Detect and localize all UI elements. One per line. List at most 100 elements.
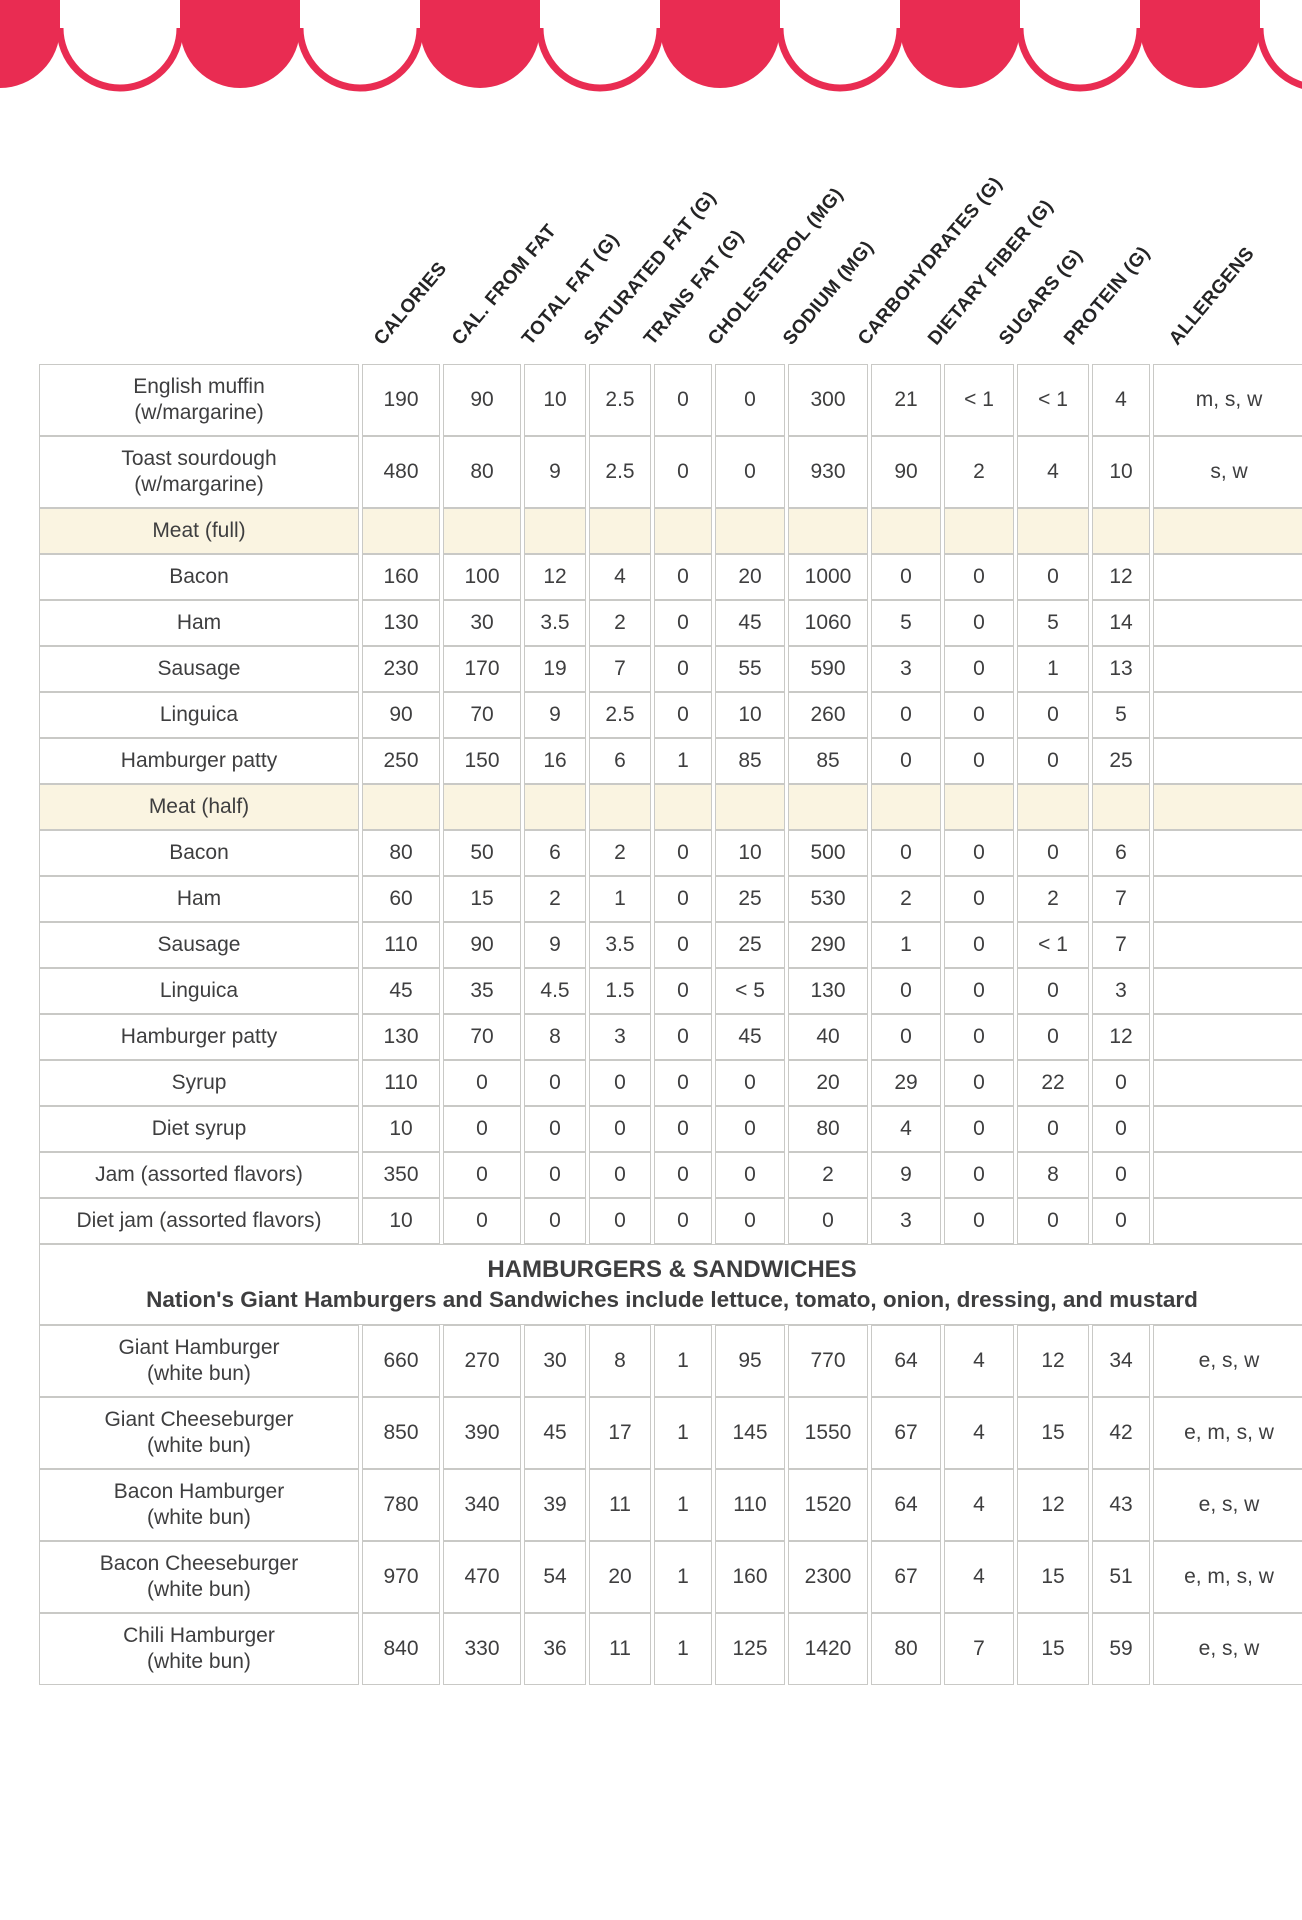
item-name-cell: Giant Cheeseburger (white bun) bbox=[39, 1397, 359, 1469]
awning-scallop-red bbox=[0, 0, 60, 88]
value-cell: 2 bbox=[944, 436, 1014, 508]
value-cell: 0 bbox=[654, 646, 712, 692]
value-cell: 0 bbox=[654, 554, 712, 600]
value-cell bbox=[443, 508, 521, 554]
value-cell bbox=[589, 784, 651, 830]
value-cell: < 1 bbox=[1017, 922, 1089, 968]
allergens-cell bbox=[1153, 1014, 1302, 1060]
value-cell: 1 bbox=[654, 1325, 712, 1397]
value-cell: 67 bbox=[871, 1397, 941, 1469]
allergens-cell bbox=[1153, 554, 1302, 600]
value-cell: 0 bbox=[654, 1198, 712, 1244]
allergens-cell: s, w bbox=[1153, 436, 1302, 508]
item-name-cell: Toast sourdough (w/margarine) bbox=[39, 436, 359, 508]
value-cell: 8 bbox=[524, 1014, 586, 1060]
item-name-line2: (white bun) bbox=[147, 1362, 251, 1385]
value-cell: 3 bbox=[1092, 968, 1150, 1014]
value-cell: 0 bbox=[1017, 830, 1089, 876]
value-cell: 1.5 bbox=[589, 968, 651, 1014]
value-cell: 290 bbox=[788, 922, 868, 968]
table-row: Linguica 45 35 4.5 1.5 0 < 5 130 0 0 0 3 bbox=[39, 968, 1302, 1014]
value-cell: 45 bbox=[715, 1014, 785, 1060]
value-cell: 30 bbox=[443, 600, 521, 646]
value-cell: 2 bbox=[1017, 876, 1089, 922]
column-header-carbohydrates-g: CARBOHYDRATES (G) bbox=[854, 173, 1007, 350]
value-cell: 16 bbox=[524, 738, 586, 784]
value-cell: 14 bbox=[1092, 600, 1150, 646]
value-cell: 90 bbox=[871, 436, 941, 508]
value-cell: 0 bbox=[443, 1152, 521, 1198]
value-cell: 7 bbox=[589, 646, 651, 692]
table-row: Sausage 230 170 19 7 0 55 590 3 0 1 13 bbox=[39, 646, 1302, 692]
table-row: Hamburger patty 130 70 8 3 0 45 40 0 0 0 12 bbox=[39, 1014, 1302, 1060]
section-label-cell: Meat (full) bbox=[39, 508, 359, 554]
value-cell: 6 bbox=[1092, 830, 1150, 876]
value-cell: 80 bbox=[443, 436, 521, 508]
value-cell: 3 bbox=[871, 1198, 941, 1244]
value-cell: 260 bbox=[788, 692, 868, 738]
value-cell: 3 bbox=[589, 1014, 651, 1060]
value-cell: 11 bbox=[589, 1613, 651, 1685]
value-cell: 1 bbox=[871, 922, 941, 968]
value-cell: 2.5 bbox=[589, 436, 651, 508]
value-cell: 850 bbox=[362, 1397, 440, 1469]
item-name-cell: Ham bbox=[39, 876, 359, 922]
value-cell: 8 bbox=[589, 1325, 651, 1397]
value-cell: 85 bbox=[715, 738, 785, 784]
table-row: Ham 130 30 3.5 2 0 45 1060 5 0 5 14 bbox=[39, 600, 1302, 646]
value-cell: 0 bbox=[654, 1014, 712, 1060]
value-cell: 0 bbox=[715, 1060, 785, 1106]
item-name-cell: Giant Hamburger (white bun) bbox=[39, 1325, 359, 1397]
value-cell: 0 bbox=[788, 1198, 868, 1244]
awning-scallop-red bbox=[180, 0, 300, 88]
value-cell: 0 bbox=[1017, 738, 1089, 784]
allergens-cell bbox=[1153, 692, 1302, 738]
value-cell: 1520 bbox=[788, 1469, 868, 1541]
allergens-cell bbox=[1153, 1198, 1302, 1244]
item-name-cell: Jam (assorted flavors) bbox=[39, 1152, 359, 1198]
allergens-cell bbox=[1153, 508, 1302, 554]
value-cell: 4 bbox=[1017, 436, 1089, 508]
value-cell: 0 bbox=[715, 1106, 785, 1152]
value-cell: 160 bbox=[362, 554, 440, 600]
value-cell bbox=[788, 508, 868, 554]
allergens-cell: e, s, w bbox=[1153, 1469, 1302, 1541]
value-cell: 0 bbox=[715, 1198, 785, 1244]
value-cell: 0 bbox=[654, 1106, 712, 1152]
value-cell: 90 bbox=[362, 692, 440, 738]
value-cell: 5 bbox=[1017, 600, 1089, 646]
value-cell: 0 bbox=[654, 1152, 712, 1198]
value-cell: 0 bbox=[944, 1106, 1014, 1152]
item-name-cell: Linguica bbox=[39, 968, 359, 1014]
banner-subtitle: Nation's Giant Hamburgers and Sandwiches… bbox=[146, 1287, 1198, 1312]
value-cell: 130 bbox=[788, 968, 868, 1014]
value-cell: < 1 bbox=[1017, 364, 1089, 436]
value-cell: 0 bbox=[944, 1152, 1014, 1198]
awning-scallop-red bbox=[1140, 0, 1260, 88]
value-cell bbox=[654, 508, 712, 554]
value-cell: 45 bbox=[524, 1397, 586, 1469]
value-cell: 110 bbox=[362, 1060, 440, 1106]
value-cell: 35 bbox=[443, 968, 521, 1014]
value-cell bbox=[362, 784, 440, 830]
value-cell: 54 bbox=[524, 1541, 586, 1613]
value-cell: 0 bbox=[654, 876, 712, 922]
value-cell: 8 bbox=[1017, 1152, 1089, 1198]
value-cell: 4.5 bbox=[524, 968, 586, 1014]
value-cell bbox=[871, 508, 941, 554]
value-cell: < 1 bbox=[944, 364, 1014, 436]
allergens-cell bbox=[1153, 646, 1302, 692]
allergens-cell: e, s, w bbox=[1153, 1325, 1302, 1397]
value-cell: 2 bbox=[871, 876, 941, 922]
value-cell bbox=[1092, 784, 1150, 830]
value-cell: 0 bbox=[654, 364, 712, 436]
value-cell: 0 bbox=[944, 876, 1014, 922]
value-cell: 51 bbox=[1092, 1541, 1150, 1613]
value-cell: 11 bbox=[589, 1469, 651, 1541]
value-cell: 770 bbox=[788, 1325, 868, 1397]
value-cell: 4 bbox=[871, 1106, 941, 1152]
value-cell: 0 bbox=[944, 1198, 1014, 1244]
awning-scallop-red bbox=[420, 0, 540, 88]
value-cell: 250 bbox=[362, 738, 440, 784]
